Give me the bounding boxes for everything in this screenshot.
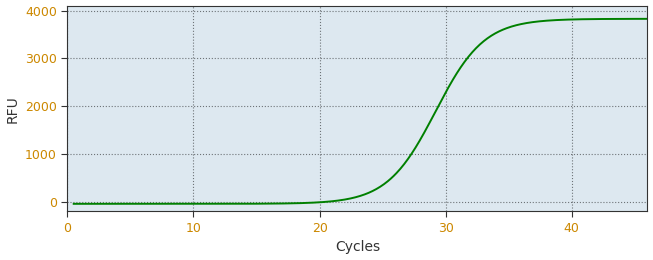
Y-axis label: RFU: RFU <box>6 95 20 122</box>
X-axis label: Cycles: Cycles <box>335 240 380 255</box>
